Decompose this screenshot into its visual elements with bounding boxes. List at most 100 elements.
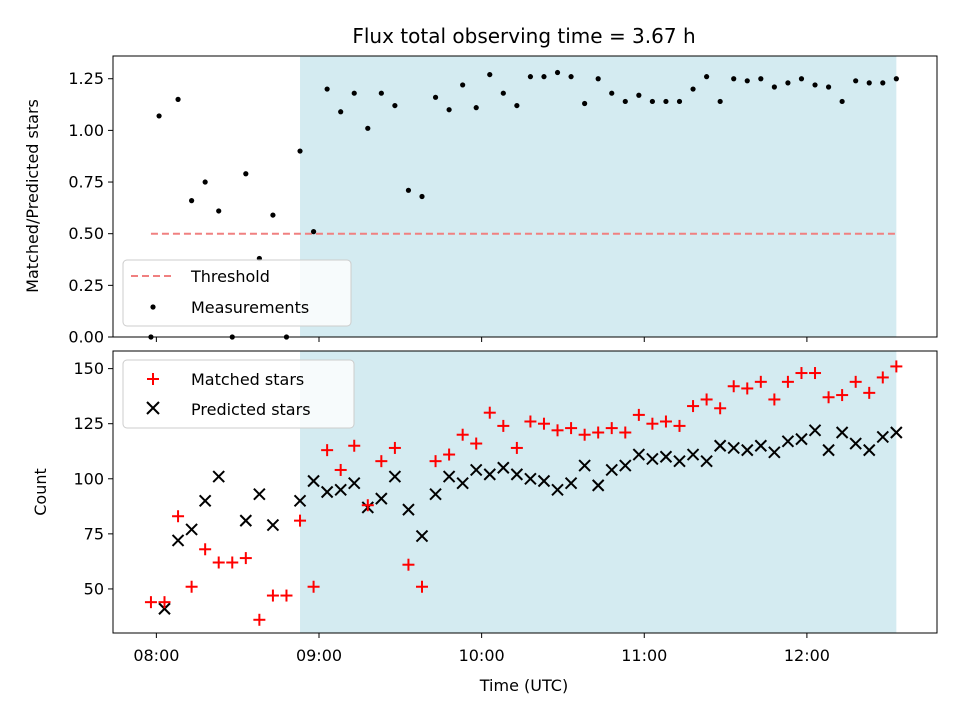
x-tick-label: 08:00 bbox=[133, 646, 179, 665]
predicted-stars-points bbox=[158, 424, 903, 615]
top-y-tick-label: 1.25 bbox=[68, 69, 104, 88]
predicted-star-point bbox=[863, 443, 876, 457]
predicted-star-point bbox=[795, 432, 808, 446]
matched-star-point bbox=[212, 556, 225, 569]
predicted-star-point bbox=[768, 446, 781, 459]
matched-star-point bbox=[768, 393, 781, 406]
matched-star-point bbox=[199, 543, 212, 556]
predicted-star-point bbox=[700, 454, 713, 468]
predicted-star-point bbox=[686, 448, 700, 461]
matched-star-point bbox=[700, 393, 713, 406]
legend-measurements-label: Measurements bbox=[191, 298, 309, 317]
matched-star-point bbox=[443, 448, 456, 461]
predicted-star-point bbox=[524, 472, 537, 485]
measurement-point bbox=[649, 98, 655, 105]
measurement-point bbox=[392, 102, 398, 109]
predicted-star-point bbox=[239, 514, 253, 527]
bottom-legend: Matched stars Predicted stars bbox=[122, 359, 355, 429]
matched-star-point bbox=[172, 510, 185, 523]
top-x-ticks bbox=[155, 337, 808, 342]
matched-star-point bbox=[659, 415, 672, 428]
bottom-y-axis-label: Count bbox=[31, 468, 50, 516]
measurement-point bbox=[473, 105, 479, 111]
predicted-star-point bbox=[754, 439, 768, 452]
matched-star-point bbox=[754, 375, 767, 388]
measurement-point bbox=[690, 86, 696, 92]
predicted-star-point bbox=[890, 426, 903, 439]
matched-star-point bbox=[158, 596, 171, 609]
top-legend: Threshold Measurements bbox=[122, 259, 352, 327]
measurement-point bbox=[853, 78, 859, 84]
matched-star-point bbox=[795, 367, 808, 380]
ratio-panel: 0.00 0.25 0.50 0.75 1.00 1.25 Matched/Predict… bbox=[23, 55, 938, 347]
measurement-point bbox=[378, 90, 384, 96]
matched-star-point bbox=[809, 367, 822, 380]
predicted-star-point bbox=[497, 461, 510, 474]
bottom-x-ticks: 08:00 09:00 10:00 11:00 12:00 bbox=[133, 633, 830, 665]
measurement-point bbox=[514, 102, 520, 109]
measurement-point bbox=[446, 107, 452, 113]
legend-measurements-swatch bbox=[150, 304, 156, 310]
measurement-point bbox=[419, 193, 425, 200]
matched-star-point bbox=[687, 400, 700, 413]
bottom-y-tick-label: 50 bbox=[84, 579, 104, 598]
predicted-star-point bbox=[632, 448, 646, 461]
top-y-axis-label: Matched/Predicted stars bbox=[23, 99, 42, 293]
matched-star-point bbox=[334, 463, 347, 476]
matched-star-point bbox=[551, 424, 564, 437]
measurement-point bbox=[487, 71, 493, 78]
measurement-point bbox=[324, 86, 330, 92]
bottom-legend-box bbox=[122, 359, 355, 429]
predicted-star-point bbox=[510, 468, 524, 481]
matched-star-point bbox=[253, 613, 266, 626]
measurement-point bbox=[365, 125, 371, 131]
predicted-star-point bbox=[456, 476, 469, 490]
measurement-point bbox=[432, 94, 439, 100]
top-y-tick-label: 0.50 bbox=[68, 224, 104, 243]
matched-star-point bbox=[307, 580, 320, 593]
legend-threshold-label: Threshold bbox=[190, 267, 270, 286]
matched-star-point bbox=[429, 455, 442, 468]
matched-star-point bbox=[144, 596, 157, 609]
bottom-y-ticks: 50 75 100 125 150 bbox=[73, 359, 113, 598]
measurement-point bbox=[704, 74, 710, 80]
measurement-point bbox=[595, 76, 601, 82]
top-y-tick-label: 0.00 bbox=[68, 328, 104, 347]
predicted-star-point bbox=[713, 439, 727, 452]
predicted-star-point bbox=[822, 443, 835, 457]
predicted-star-point bbox=[185, 523, 198, 536]
x-tick-label: 11:00 bbox=[621, 646, 667, 665]
matched-star-point bbox=[836, 389, 849, 402]
matched-star-point bbox=[741, 382, 754, 395]
measurement-point bbox=[880, 80, 886, 86]
predicted-star-point bbox=[673, 454, 686, 468]
measurement-point bbox=[744, 78, 750, 84]
predicted-star-point bbox=[429, 487, 442, 501]
matched-star-point bbox=[822, 391, 835, 404]
predicted-star-point bbox=[442, 470, 456, 483]
top-y-tick-label: 1.00 bbox=[68, 121, 104, 140]
measurement-point bbox=[500, 90, 506, 96]
measurement-point bbox=[798, 76, 805, 82]
matched-star-point bbox=[537, 417, 550, 430]
measurement-point bbox=[893, 76, 899, 82]
measurement-point bbox=[351, 90, 357, 96]
predicted-star-point bbox=[741, 443, 754, 457]
matched-star-point bbox=[727, 380, 740, 393]
matched-star-point bbox=[388, 441, 401, 454]
top-shaded-span bbox=[300, 56, 897, 337]
matched-star-point bbox=[402, 558, 415, 571]
measurement-point bbox=[663, 98, 669, 105]
matched-star-point bbox=[714, 402, 727, 415]
predicted-star-point bbox=[564, 476, 578, 490]
matched-star-point bbox=[565, 422, 578, 435]
measurement-point bbox=[636, 92, 642, 98]
matched-star-point bbox=[280, 589, 293, 602]
predicted-star-point bbox=[388, 470, 402, 483]
predicted-star-point bbox=[578, 459, 591, 472]
bottom-y-tick-label: 100 bbox=[73, 469, 104, 488]
predicted-star-point bbox=[320, 485, 334, 499]
measurements-points bbox=[148, 69, 899, 340]
matched-star-point bbox=[849, 375, 862, 388]
matched-star-point bbox=[890, 360, 903, 373]
